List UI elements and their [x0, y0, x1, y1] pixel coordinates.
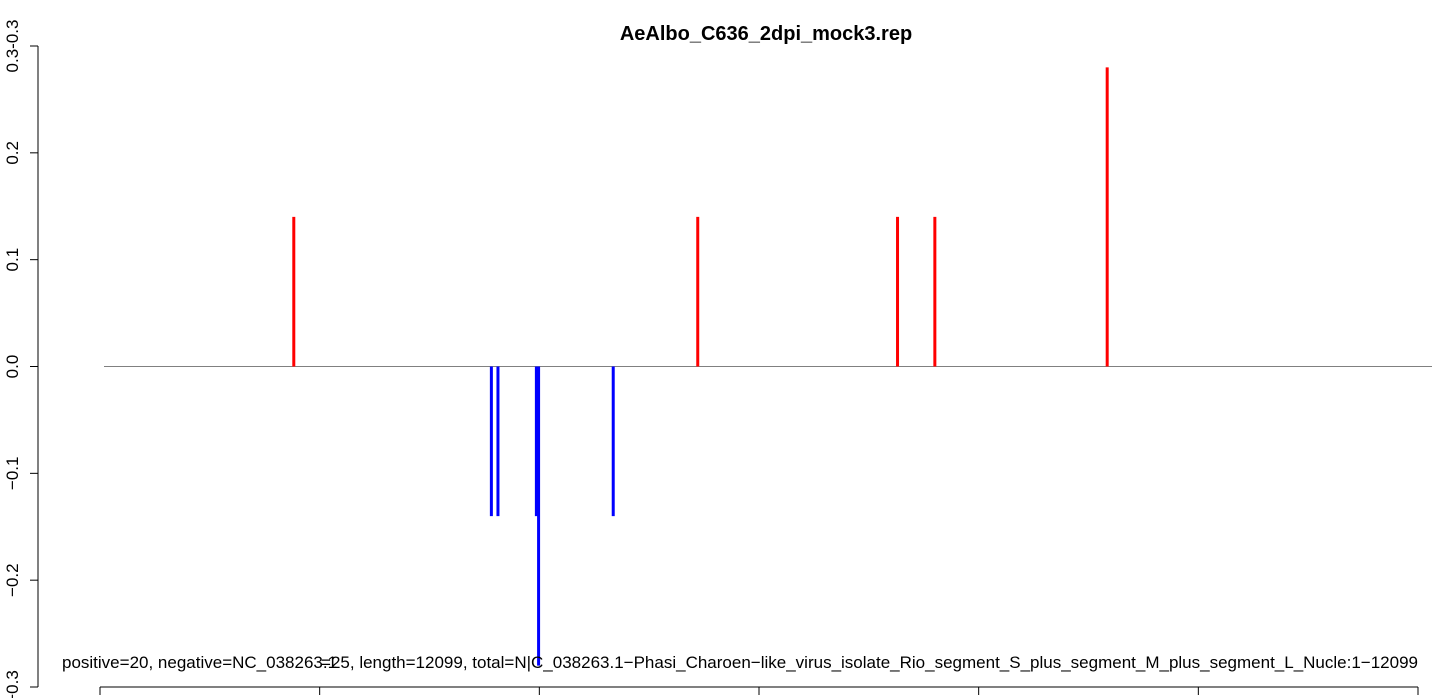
- y-tick-label: 0.1: [3, 248, 22, 272]
- y-tick-label: 0.0: [3, 355, 22, 379]
- y-tick-label: −0.1: [3, 457, 22, 491]
- subtitle-group: =25, length=12099, total=N|C_038263.1−Ph…: [62, 653, 1418, 672]
- y-tick-label-top-overlap: 0.3-0.3: [3, 20, 22, 73]
- y-axis: 0.3-0.3 −0.3 −0.2 −0.1 0.0 0.1 0.2: [3, 20, 39, 698]
- y-tick-label: −0.2: [3, 563, 22, 597]
- chart-title: AeAlbo_C636_2dpi_mock3.rep: [620, 23, 912, 45]
- coverage-bars: [292, 67, 1109, 666]
- subtitle-main: =25, length=12099, total=N|C_038263.1−Ph…: [321, 653, 1418, 672]
- y-tick-label: −0.3: [3, 670, 22, 698]
- subtitle-overlap: positive=20, negative=NC_038263.1: [62, 653, 337, 672]
- y-tick-label: 0.2: [3, 141, 22, 165]
- x-axis: [99, 686, 1419, 695]
